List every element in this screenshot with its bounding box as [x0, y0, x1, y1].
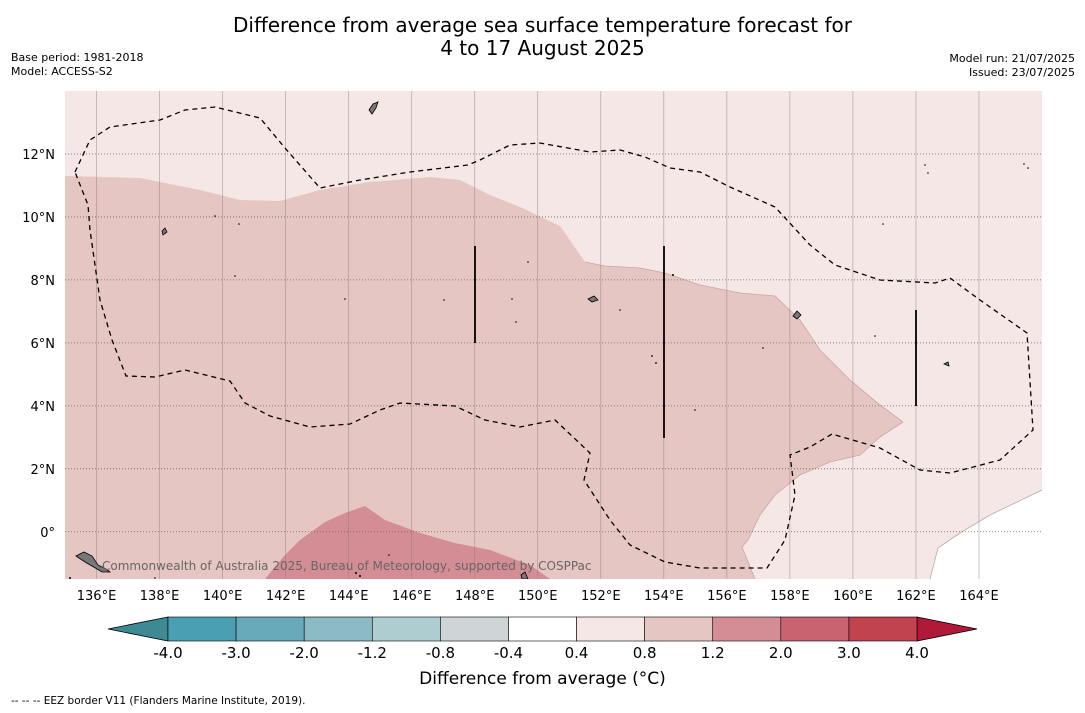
colorbar-title: Difference from average (°C) [419, 669, 666, 689]
lon-tick-label: 136°E [77, 589, 117, 604]
colorbar-cell [508, 616, 577, 642]
colorbar-tick-label: 1.2 [701, 644, 725, 662]
lon-tick-label: 150°E [518, 589, 558, 604]
colorbar-cell [780, 616, 850, 642]
zone-0.8-1.2 [65, 176, 903, 579]
colorbar-cell [644, 616, 714, 642]
issued-date: Issued: 23/07/2025 [968, 66, 1075, 79]
lon-tick-label: 140°E [203, 589, 243, 604]
colorbar-cell [712, 616, 782, 642]
eez-lines [474, 246, 917, 438]
lon-tick-label: 156°E [707, 589, 747, 604]
island [587, 295, 599, 303]
colorbar-cell [167, 616, 237, 642]
colorbar-tick-label: -0.4 [494, 644, 523, 662]
lat-tick-label: 0° [40, 526, 55, 541]
islands [75, 101, 950, 579]
base-period: Base period: 1981-2018 [11, 51, 144, 64]
colorbar-tick-label: -1.2 [358, 644, 387, 662]
colorbar-tick-label: -2.0 [290, 644, 319, 662]
island [75, 551, 112, 573]
graticule [65, 91, 1042, 579]
island [520, 571, 529, 579]
colorbar-tick-label: 3.0 [837, 644, 861, 662]
zone-edge [584, 261, 904, 579]
colorbar-cells [167, 616, 918, 642]
title-line-1: Difference from average sea surface temp… [232, 13, 852, 37]
lon-tick-label: 164°E [959, 589, 999, 604]
zone-edge-neutral [929, 489, 1042, 579]
lat-tick-label: 4°N [31, 400, 56, 415]
island [943, 361, 950, 367]
colorbar-tick-label: -0.8 [426, 644, 455, 662]
colorbar-cell [235, 616, 305, 642]
map-area: Commonwealth of Australia 2025, Bureau o… [65, 91, 1042, 579]
eez-borders [74, 106, 1034, 569]
island [792, 310, 802, 320]
lon-tick-label: 162°E [896, 589, 936, 604]
lon-tick-label: 152°E [581, 589, 621, 604]
lon-tick-label: 142°E [266, 589, 306, 604]
meta-left: Base period: 1981-2018 Model: ACCESS-S2 [11, 51, 143, 79]
meta-right: Model run: 21/07/2025 Issued: 23/07/2025 [949, 52, 1075, 80]
colorbar-tick-labels: -4.0 -3.0 -2.0 -1.2 -0.8 -0.4 0.4 0.8 1.2 2.0 3.0 4… [153, 644, 929, 662]
island [368, 101, 379, 115]
small-islets [69, 163, 1029, 579]
zone-1.2-2.0 [265, 506, 550, 579]
colorbar-tick-label: 0.8 [633, 644, 657, 662]
lon-tick-label: 160°E [833, 589, 873, 604]
colorbar: -4.0 -3.0 -2.0 -1.2 -0.8 -0.4 0.4 0.8 1.2 2.0 3.0 4… [107, 616, 978, 662]
lat-tick-label: 2°N [31, 463, 56, 478]
colorbar-over-arrow [916, 616, 978, 642]
lon-tick-label: 158°E [770, 589, 810, 604]
colorbar-cell [303, 616, 373, 642]
colorbar-under-arrow [107, 616, 169, 642]
lat-tick-label: 10°N [22, 211, 55, 226]
colorbar-tick-label: 2.0 [769, 644, 793, 662]
chart-title: Difference from average sea surface temp… [0, 14, 1085, 60]
eez-palau-fsm-west [74, 106, 1034, 569]
map-credit: Commonwealth of Australia 2025, Bureau o… [102, 559, 592, 573]
zone-neutral [930, 490, 1042, 579]
colorbar-tick-label: -4.0 [153, 644, 182, 662]
model-run: Model run: 21/07/2025 [949, 52, 1075, 65]
colorbar-tick-label: -3.0 [221, 644, 250, 662]
title-line-2: 4 to 17 August 2025 [440, 36, 645, 60]
colorbar-tick-label: 0.4 [565, 644, 589, 662]
colorbar-cell [440, 616, 509, 642]
axis-tick-labels: 136°E 138°E 140°E 142°E 144°E 146°E 148°E 150°E… [22, 148, 999, 604]
colorbar-cell [848, 616, 918, 642]
lon-tick-label: 146°E [392, 589, 432, 604]
colorbar-tick-label: 4.0 [905, 644, 929, 662]
lat-tick-label: 6°N [31, 337, 56, 352]
model-name: Model: ACCESS-S2 [11, 65, 113, 78]
colorbar-cell [371, 616, 441, 642]
lon-tick-label: 144°E [329, 589, 369, 604]
lat-tick-label: 8°N [31, 274, 56, 289]
island [161, 227, 168, 236]
lon-tick-label: 148°E [455, 589, 495, 604]
lat-tick-label: 12°N [22, 148, 55, 163]
lon-tick-label: 154°E [644, 589, 684, 604]
lon-tick-label: 138°E [140, 589, 180, 604]
colorbar-cell [576, 616, 645, 642]
eez-footnote: -- -- -- EEZ border V11 (Flanders Marine… [11, 695, 306, 707]
